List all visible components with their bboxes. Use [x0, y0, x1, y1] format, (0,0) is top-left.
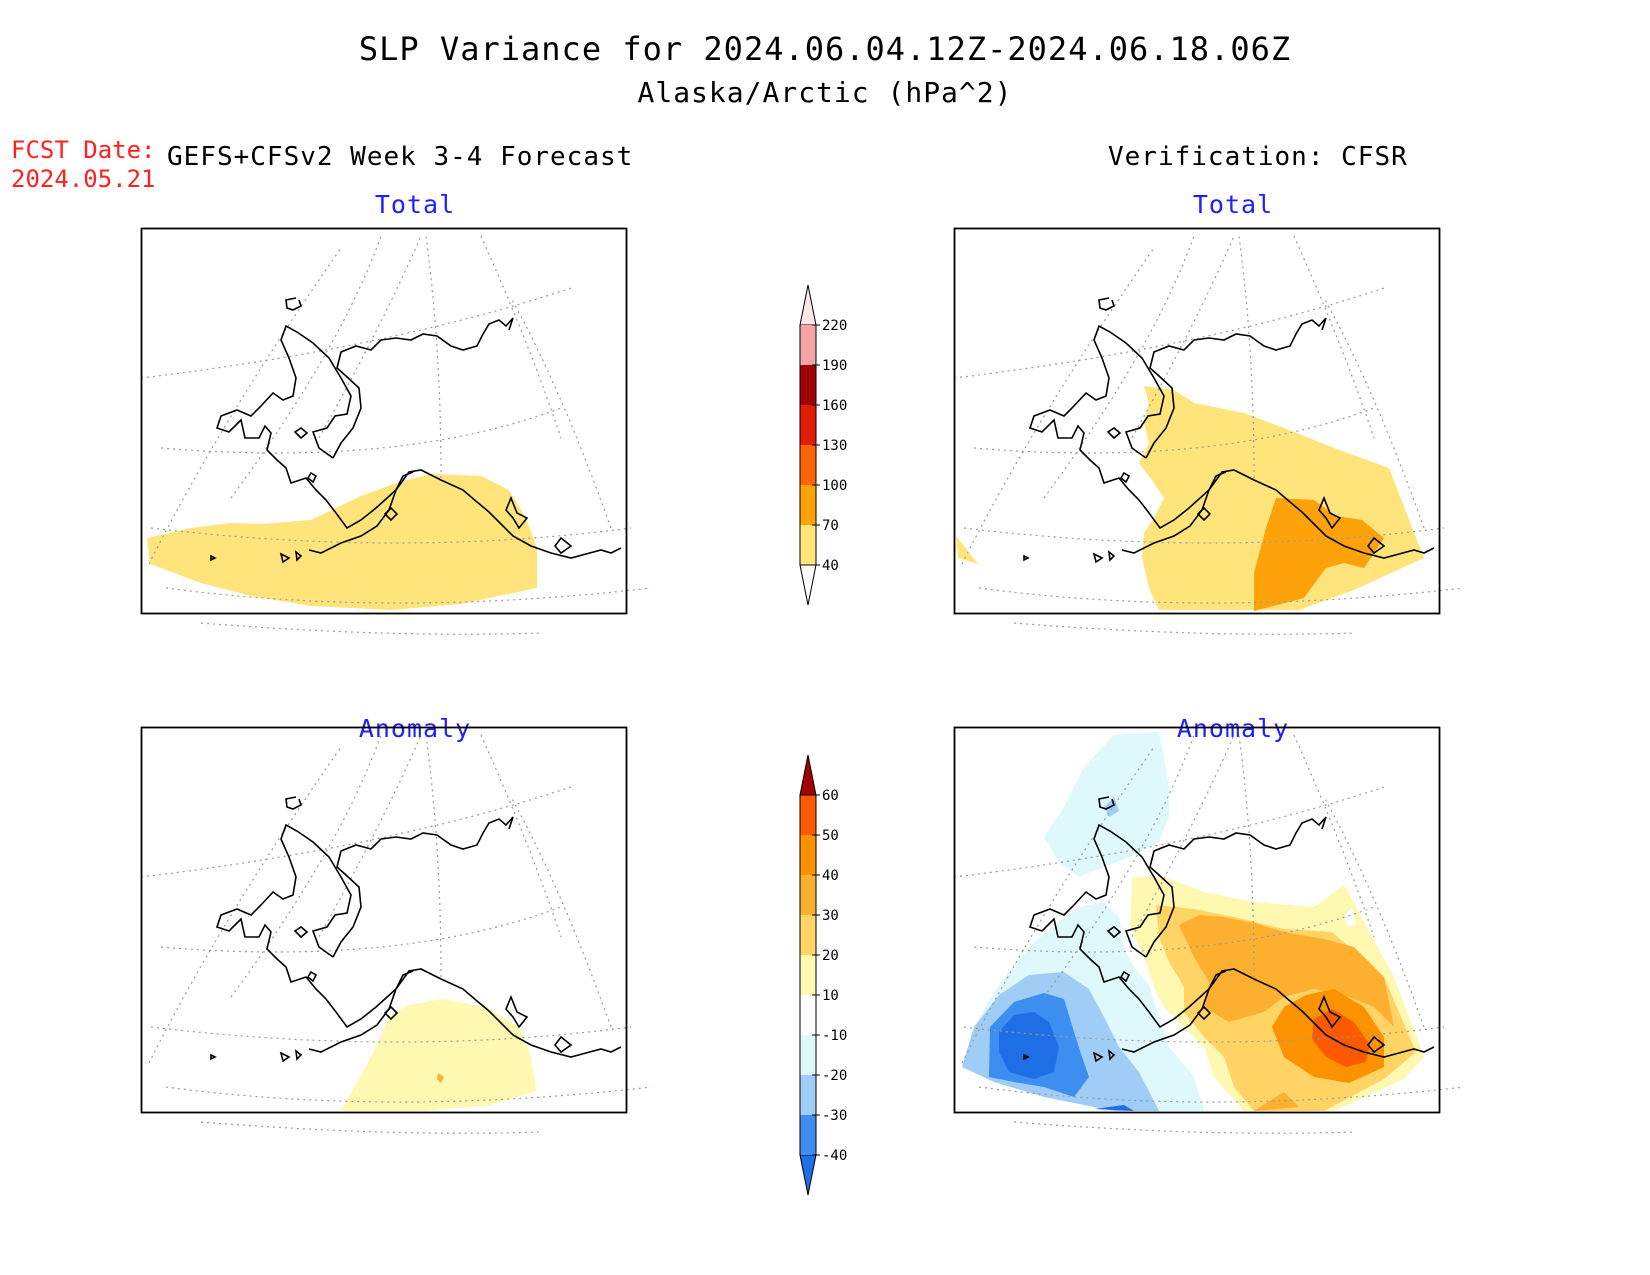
total-colorbar-segment: [800, 365, 816, 405]
anomaly-colorbar-top-cap: [799, 754, 817, 796]
anomaly-colorbar-label: 10: [822, 988, 839, 1004]
forecast-anomaly-title: Anomaly: [358, 714, 472, 743]
anomaly-colorbar-segment: [800, 835, 816, 875]
total-colorbar-label: 220: [822, 318, 847, 334]
anomaly-colorbar-label: 30: [822, 908, 839, 924]
anomaly-colorbar-bottom-cap: [799, 1154, 817, 1196]
total-colorbar-label: 70: [822, 518, 839, 534]
forecast-anomaly-spot: [437, 1073, 444, 1083]
forecast-total-title: Total: [374, 190, 456, 219]
anomaly-colorbar-segment: [800, 915, 816, 955]
anomaly-colorbar-label: -40: [822, 1148, 847, 1164]
anomaly-colorbar-segment: [800, 795, 816, 835]
anomaly-colorbar-label: -10: [822, 1028, 847, 1044]
verification-anomaly-orange-contour: [1179, 915, 1394, 1027]
anomaly-colorbar-label: 60: [822, 788, 839, 804]
anomaly-colorbar-segment: [800, 1035, 816, 1075]
anomaly-colorbar-label: -20: [822, 1068, 847, 1084]
main-title: SLP Variance for 2024.06.04.12Z-2024.06.…: [358, 30, 1292, 68]
anomaly-colorbar-label: 40: [822, 868, 839, 884]
verification-total-map: [953, 227, 1465, 636]
verification-total-small-contour: [956, 536, 978, 564]
verification-anomaly-orange-south-contour: [1254, 1092, 1299, 1111]
anomaly-colorbar-segment: [800, 875, 816, 915]
main-subtitle: Alaska/Arctic (hPa^2): [637, 76, 1013, 109]
total-colorbar-segment: [800, 405, 816, 445]
fcst-date-value: 2024.05.21: [11, 165, 156, 193]
verification-total-title: Total: [1192, 190, 1274, 219]
verification-anomaly-white-notch: [1344, 907, 1356, 927]
total-colorbar-label: 40: [822, 558, 839, 574]
verification-heading: Verification: CFSR: [1108, 142, 1408, 172]
total-colorbar-label: 190: [822, 358, 847, 374]
verification-anomaly-red-contour: [1312, 1009, 1370, 1067]
anomaly-colorbar-segment: [800, 1115, 816, 1155]
total-colorbar-tail: [799, 564, 817, 606]
anomaly-colorbar-segment: [800, 955, 816, 995]
forecast-anomaly-contour: [341, 999, 536, 1111]
total-colorbar-segment: [800, 485, 816, 525]
total-colorbar-label: 130: [822, 438, 847, 454]
anomaly-colorbar-label: 20: [822, 948, 839, 964]
total-colorbar-segment: [800, 325, 816, 365]
forecast-anomaly-map: [140, 726, 652, 1135]
anomaly-colorbar-segment: [800, 995, 816, 1035]
verification-anomaly-dark-blue-contour: [999, 1012, 1134, 1111]
total-colorbar-label: 100: [822, 478, 847, 494]
total-colorbar-segment: [800, 525, 816, 565]
anomaly-colorbar-label: -30: [822, 1108, 847, 1124]
forecast-heading: GEFS+CFSv2 Week 3-4 Forecast: [167, 142, 634, 172]
verification-total-orange-contour: [1254, 498, 1384, 611]
verification-anomaly-map: [953, 726, 1465, 1135]
anomaly-colorbar-segment: [800, 1075, 816, 1115]
anomaly-colorbar-label: 50: [822, 828, 839, 844]
fcst-date-label: FCST Date:: [11, 136, 156, 164]
total-colorbar-cap: [799, 284, 817, 326]
total-colorbar-label: 160: [822, 398, 847, 414]
forecast-total-map: [140, 227, 652, 636]
total-colorbar-segment: [800, 445, 816, 485]
